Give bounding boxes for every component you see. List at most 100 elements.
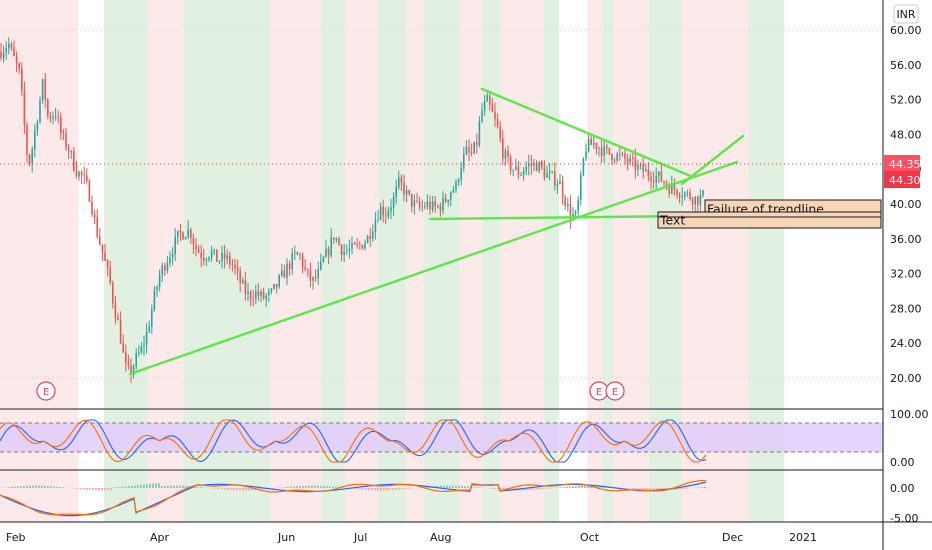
candle-body bbox=[268, 291, 270, 296]
macd-bar bbox=[293, 486, 295, 488]
candle-body bbox=[18, 63, 20, 69]
candle-body bbox=[288, 263, 291, 269]
price-tick-label: 56.00 bbox=[890, 59, 922, 72]
candle-body bbox=[236, 267, 239, 271]
candle-body bbox=[49, 115, 52, 119]
candle-body bbox=[99, 236, 101, 245]
candle-body bbox=[164, 265, 166, 271]
macd-bar bbox=[677, 488, 679, 490]
candle-body bbox=[197, 249, 200, 253]
macd-bar bbox=[107, 488, 109, 491]
trendline-rising-support[interactable] bbox=[128, 160, 739, 376]
macd-bar bbox=[476, 487, 478, 488]
macd-bar bbox=[74, 488, 76, 489]
earnings-marker[interactable]: E bbox=[36, 381, 56, 401]
macd-bar bbox=[563, 486, 565, 488]
candle-body bbox=[21, 68, 23, 91]
candle-body bbox=[86, 175, 88, 182]
macd-bar bbox=[542, 488, 544, 490]
macd-bar bbox=[341, 487, 343, 488]
candle-body bbox=[554, 171, 556, 186]
annotation-1[interactable]: Text bbox=[657, 211, 882, 229]
candle-body bbox=[431, 201, 434, 210]
macd-bar bbox=[95, 488, 97, 491]
session-zone-bull bbox=[482, 470, 501, 522]
macd-bar bbox=[437, 485, 439, 488]
candle-body bbox=[676, 189, 678, 195]
trendline-falling-resistance[interactable] bbox=[480, 87, 695, 179]
macd-bar bbox=[329, 486, 331, 488]
time-tick-label: Apr bbox=[150, 531, 170, 544]
macd-bar bbox=[230, 488, 232, 491]
macd-bar bbox=[449, 485, 451, 488]
candle-body bbox=[166, 262, 169, 271]
macd-bar bbox=[164, 485, 166, 488]
candle-body bbox=[593, 142, 595, 145]
candle-body bbox=[650, 176, 652, 181]
earnings-marker[interactable]: E bbox=[589, 381, 609, 401]
macd-bar bbox=[503, 488, 505, 490]
trendline-horizontal-support[interactable] bbox=[428, 214, 692, 221]
candle-body bbox=[187, 229, 189, 238]
session-zone-bull bbox=[321, 470, 345, 522]
macd-bar bbox=[200, 487, 202, 488]
earnings-circle[interactable] bbox=[36, 381, 56, 401]
candle-body bbox=[359, 244, 361, 246]
candle-body bbox=[678, 194, 681, 198]
session-zone-bull bbox=[648, 0, 683, 408]
macd-bar bbox=[104, 488, 106, 491]
price-tag-bg bbox=[884, 171, 920, 188]
macd-bar bbox=[686, 488, 688, 489]
earnings-label: E bbox=[612, 387, 618, 398]
macd-bar bbox=[56, 486, 58, 488]
candle-body bbox=[325, 248, 327, 258]
candle-body bbox=[535, 162, 538, 172]
candle-body bbox=[405, 190, 408, 195]
annotation-box[interactable] bbox=[657, 211, 882, 229]
macd-bar bbox=[659, 488, 661, 491]
candle-body bbox=[525, 166, 527, 172]
macd-bar bbox=[158, 483, 160, 488]
macd-bar bbox=[644, 488, 646, 491]
candle-body bbox=[496, 118, 499, 127]
macd-bar bbox=[530, 488, 532, 491]
macd-bar bbox=[392, 488, 394, 491]
candle-body bbox=[299, 254, 301, 256]
session-zone-bull bbox=[423, 470, 460, 522]
candle-body bbox=[231, 264, 234, 266]
candle-body bbox=[239, 270, 241, 284]
candle-body bbox=[294, 252, 296, 254]
candle-body bbox=[595, 142, 598, 149]
candle-body bbox=[125, 352, 127, 363]
candle-body bbox=[114, 303, 117, 318]
currency-badge[interactable] bbox=[893, 4, 919, 24]
candle-body bbox=[156, 286, 158, 291]
macd-bar bbox=[98, 488, 100, 491]
earnings-circle[interactable] bbox=[605, 381, 625, 401]
candles bbox=[0, 37, 704, 384]
trendline-breakout[interactable] bbox=[680, 134, 745, 186]
macd-bar bbox=[380, 488, 382, 491]
candle-body bbox=[460, 167, 462, 180]
candle-body bbox=[356, 244, 358, 246]
candle-body bbox=[112, 282, 114, 304]
time-tick-label: Oct bbox=[580, 531, 600, 544]
macd-bar bbox=[461, 485, 463, 488]
candle-body bbox=[26, 125, 28, 155]
candle-body bbox=[249, 291, 252, 299]
macd-bar bbox=[512, 488, 514, 491]
candle-body bbox=[491, 104, 494, 112]
candle-body bbox=[499, 126, 501, 139]
earnings-marker[interactable]: E bbox=[605, 381, 625, 401]
candle-body bbox=[218, 261, 221, 263]
candle-body bbox=[689, 192, 691, 200]
macd-bar bbox=[296, 486, 298, 488]
macd-bar bbox=[134, 485, 136, 488]
macd-bar bbox=[8, 487, 10, 488]
candle-body bbox=[184, 237, 187, 240]
session-zone-bull bbox=[183, 0, 271, 408]
macd-bar bbox=[47, 485, 49, 488]
session-zone-bear bbox=[270, 470, 322, 522]
macd-bar bbox=[647, 488, 649, 491]
candle-body bbox=[320, 261, 322, 270]
